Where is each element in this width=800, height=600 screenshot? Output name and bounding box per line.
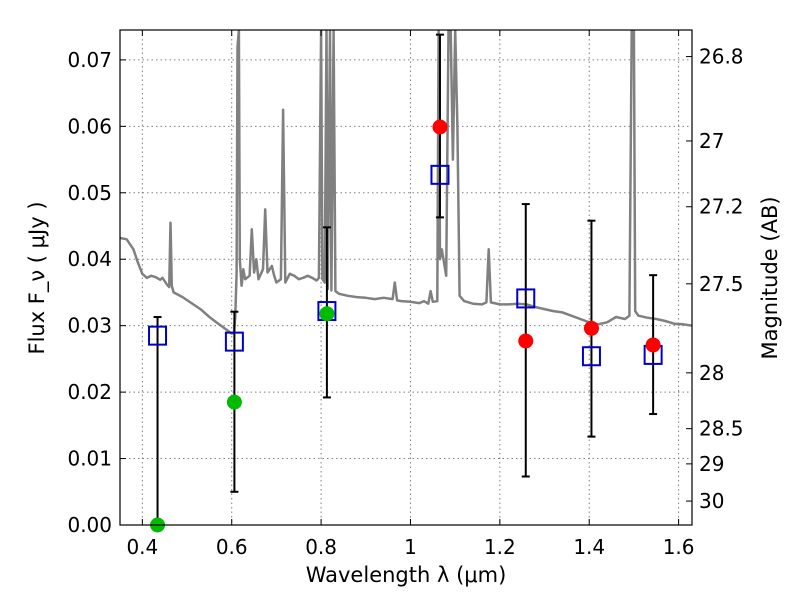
model-spectrum-line: [120, 30, 692, 335]
y-tick-label: 0.01: [67, 447, 112, 471]
x-axis-ticks: 0.4 0.6 0.8 1 1.2 1.4 1.6: [126, 30, 695, 559]
observed-flux-point: [518, 333, 534, 349]
right-magnitude-axis-ticks: 26.8 27 27.2 27.5 28 28.5 29 30: [686, 45, 744, 513]
model-spectrum-series: [120, 30, 692, 335]
y-axis-label: Flux F_ν ( μJy ): [25, 201, 50, 354]
right-tick-label: 27.5: [699, 272, 744, 296]
plot-frame: [119, 29, 693, 526]
right-tick-label: 29: [699, 452, 724, 476]
observed-flux-point: [319, 306, 335, 322]
x-axis-label: Wavelength λ (μm): [306, 563, 507, 587]
observed-flux-point: [432, 119, 448, 135]
y-tick-label: 0.03: [67, 314, 112, 338]
x-tick-label: 0.8: [305, 535, 337, 559]
x-tick-label: 1.2: [484, 535, 516, 559]
y-tick-label: 0.04: [67, 247, 112, 271]
model-photometry-square: [516, 288, 536, 309]
model-photometry-square: [430, 164, 450, 185]
observed-flux-point: [645, 337, 661, 353]
x-tick-label: 1.4: [573, 535, 605, 559]
y-tick-label: 0.00: [67, 513, 112, 537]
right-tick-label: 27.2: [699, 195, 744, 219]
x-tick-label: 1: [404, 535, 417, 559]
right-tick-label: 26.8: [699, 45, 744, 69]
right-y-axis-label: Magnitude (AB): [758, 196, 782, 359]
x-tick-label: 1.6: [663, 535, 695, 559]
y-tick-label: 0.06: [67, 114, 112, 138]
x-tick-label: 0.6: [216, 535, 248, 559]
right-tick-label: 27: [699, 129, 724, 153]
right-tick-label: 28: [699, 361, 724, 385]
y-axis-ticks: 0.00 0.01 0.02 0.03 0.04 0.05 0.06 0.07: [67, 48, 126, 537]
error-bars: [153, 33, 658, 526]
observed-flux-point: [226, 394, 242, 410]
model-photometry-square: [148, 325, 168, 346]
right-tick-label: 28.5: [699, 417, 744, 441]
grid-lines: [120, 30, 692, 526]
y-tick-label: 0.02: [67, 380, 112, 404]
model-photometry-square: [224, 331, 244, 352]
y-tick-label: 0.05: [67, 181, 112, 205]
model-photometry-square: [581, 346, 601, 367]
right-tick-label: 30: [699, 489, 724, 513]
y-tick-label: 0.07: [67, 48, 112, 72]
x-tick-label: 0.4: [126, 535, 158, 559]
observed-flux-point: [583, 320, 599, 336]
model-photometry-series: [148, 164, 663, 367]
